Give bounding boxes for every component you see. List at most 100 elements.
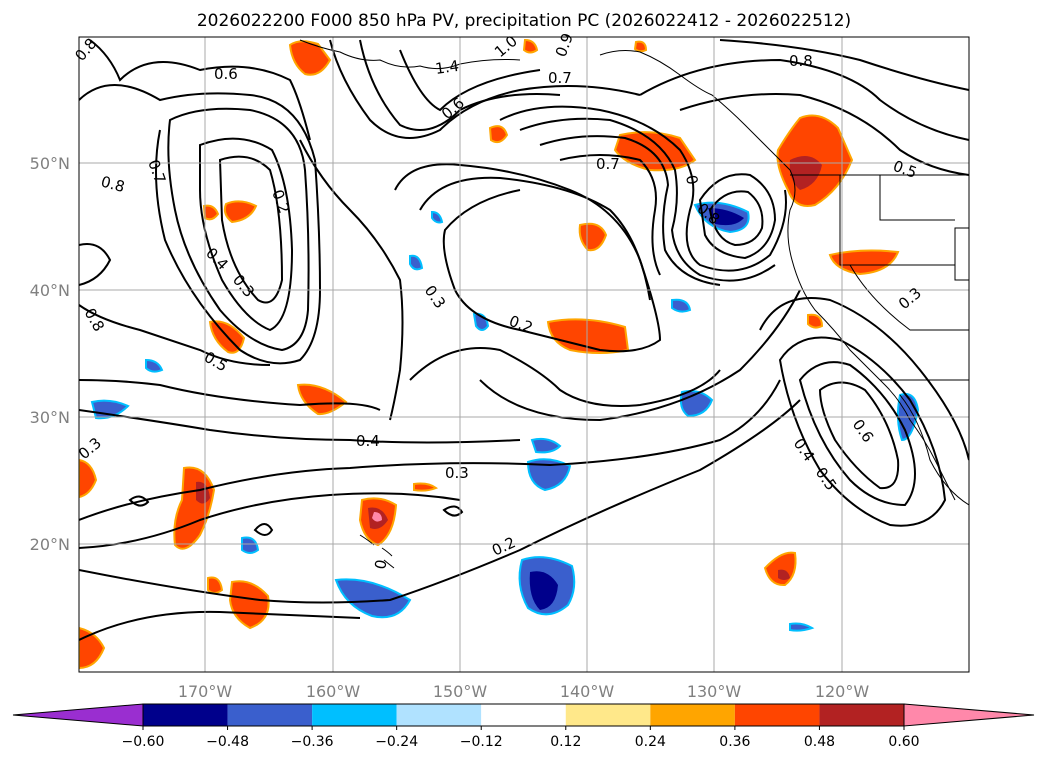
contour-line	[79, 409, 521, 444]
lon-label: 170°W	[178, 682, 233, 701]
lon-label: 150°W	[433, 682, 488, 701]
contour-line	[399, 49, 541, 112]
contour-label: 0.3	[445, 464, 469, 482]
colorbar-tick-label: 0.24	[635, 734, 666, 750]
colorbar-extension-low	[12, 703, 144, 727]
longitude-labels: 170°W 160°W 150°W 140°W 130°W 120°W	[178, 682, 870, 701]
colorbar-segment	[312, 704, 397, 726]
precip-area	[529, 571, 558, 610]
contour-label: 0.7	[548, 69, 572, 87]
contour-line	[798, 361, 916, 507]
precip-area	[789, 156, 822, 190]
contour-label: 1.4	[434, 57, 460, 78]
lat-label: 50°N	[30, 154, 70, 173]
coastline	[879, 175, 955, 221]
contour-line	[818, 381, 900, 490]
contour-line	[639, 58, 969, 141]
coastline	[849, 264, 969, 331]
map-panel: 0.8 0.6 1.4 1.0 0.9 0.7 0.8 0.6 0.7 0.8 …	[71, 31, 970, 673]
contour-line	[759, 297, 969, 461]
colorbar-segment	[734, 704, 820, 726]
contour-label: 0.7	[596, 155, 620, 173]
contour-line	[89, 39, 311, 141]
precip-area	[372, 512, 382, 522]
contour-line	[698, 173, 777, 260]
contour-line	[409, 347, 721, 407]
contour-label: 0	[682, 174, 701, 187]
precip-area	[807, 313, 824, 329]
contour-line	[539, 135, 721, 286]
precip-area	[578, 222, 608, 252]
coastline	[599, 50, 791, 171]
lat-label: 40°N	[30, 281, 70, 300]
contour-line	[299, 139, 404, 421]
map-frame	[78, 36, 970, 673]
colorbar-segment	[565, 704, 651, 726]
lon-label: 160°W	[306, 682, 361, 701]
precip-area	[79, 458, 98, 499]
contour-label: 0.4	[356, 432, 380, 450]
colorbar-segment	[227, 704, 313, 726]
contour-label: 0	[371, 558, 390, 571]
precip-area	[522, 38, 539, 54]
contour-line	[79, 610, 361, 641]
contour-line	[79, 243, 112, 286]
colorbar-tick-label: 0.36	[719, 734, 750, 750]
contour-line	[519, 117, 776, 282]
lon-label: 120°W	[815, 682, 870, 701]
precip-area	[296, 383, 348, 416]
precip-area	[488, 125, 509, 144]
colorbar-tick-label: 0.48	[804, 734, 835, 750]
gridlines	[79, 37, 969, 672]
precip-area	[546, 318, 630, 354]
pv-contours	[79, 39, 969, 641]
precip-area	[207, 576, 224, 594]
colorbar-tick-label: −0.36	[291, 734, 334, 750]
precip-area	[633, 40, 648, 53]
colorbar-extension-high	[903, 703, 1035, 727]
precip-area	[789, 622, 815, 632]
lon-label: 130°W	[687, 682, 742, 701]
precip-area	[413, 482, 439, 492]
precip-area	[241, 536, 260, 554]
contour-line	[719, 39, 969, 91]
contour-line	[329, 39, 641, 139]
colorbar-segment	[396, 704, 482, 726]
contour-line	[79, 304, 271, 366]
colorbar-tick-label: 0.60	[888, 734, 919, 750]
colorbar-tick-label: −0.60	[122, 734, 165, 750]
precip-area	[671, 298, 692, 313]
coastline	[899, 394, 969, 506]
contour-line	[479, 289, 801, 422]
lon-label: 140°W	[560, 682, 615, 701]
contour-line	[359, 39, 561, 131]
contour-line	[419, 176, 651, 301]
colorbar-tick-label: −0.48	[206, 734, 249, 750]
precip-area	[409, 254, 424, 271]
precip-area	[828, 249, 900, 276]
contour-line	[167, 107, 310, 352]
contour-line	[679, 93, 969, 176]
contour-line	[79, 379, 381, 411]
colorbar-segment	[650, 704, 735, 726]
precip-area	[708, 208, 744, 226]
contour-line	[394, 163, 662, 353]
coastline	[299, 39, 521, 70]
precip-area	[530, 437, 562, 454]
colorbar-tick-label: −0.24	[375, 734, 418, 750]
contour-label: 0.8	[99, 172, 127, 196]
colorbar-segment	[143, 704, 228, 726]
contour-line	[79, 379, 781, 521]
map-title: 2026022200 F000 850 hPa PV, precipitatio…	[197, 11, 851, 31]
contour-line	[199, 137, 294, 332]
latitude-labels: 50°N 40°N 30°N 20°N	[30, 154, 70, 554]
coastline	[787, 169, 956, 501]
precip-area	[223, 200, 258, 224]
coastline	[839, 175, 955, 266]
coastline	[954, 227, 969, 281]
lat-label: 20°N	[30, 535, 70, 554]
precip-area	[196, 481, 210, 504]
contour-line	[708, 190, 764, 247]
precip-area	[778, 569, 790, 580]
precip-area	[526, 458, 572, 492]
